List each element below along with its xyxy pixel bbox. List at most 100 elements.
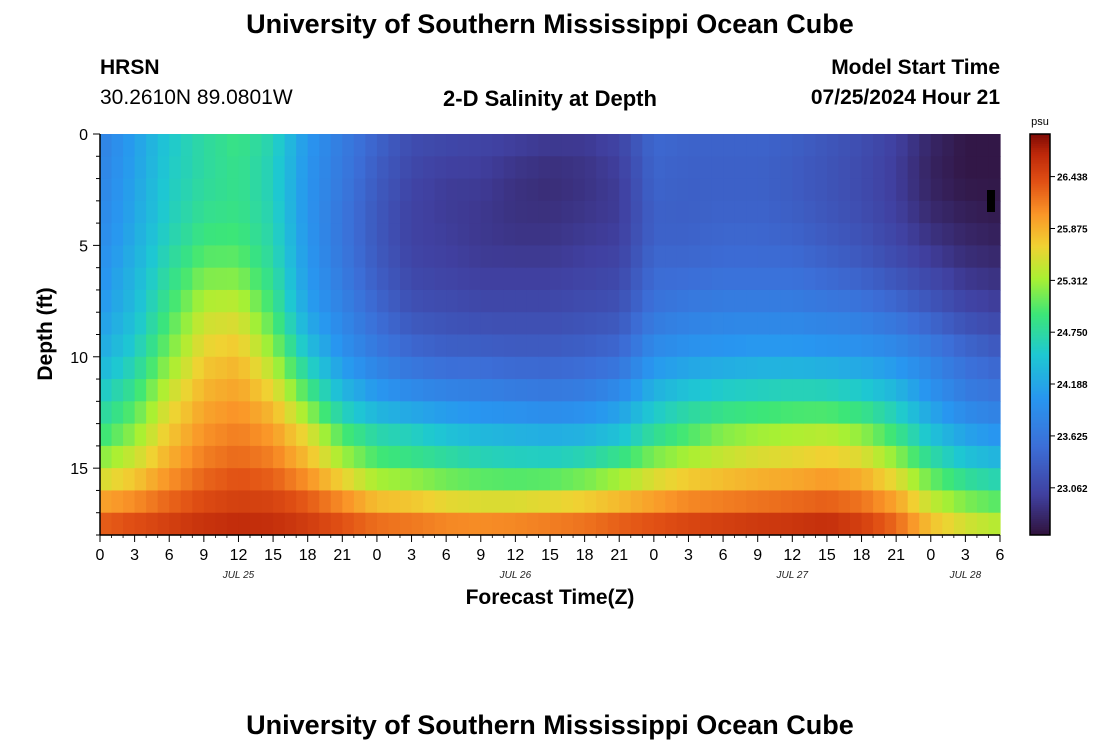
heatmap-cell	[803, 379, 816, 402]
heatmap-cell	[446, 356, 459, 380]
heatmap-cell	[342, 134, 355, 157]
heatmap-cell	[434, 401, 447, 425]
heatmap-cell	[850, 289, 863, 313]
heatmap-cell	[353, 401, 366, 425]
heatmap-cell	[561, 245, 574, 269]
colorbar-segment	[1030, 484, 1050, 488]
heatmap-cell	[653, 178, 666, 202]
colorbar-segment	[1030, 446, 1050, 450]
heatmap-cell	[642, 178, 655, 202]
heatmap-cell	[330, 200, 343, 224]
colorbar-segment	[1030, 330, 1050, 333]
heatmap-cell	[203, 334, 216, 358]
heatmap-cell	[803, 245, 816, 269]
colorbar-segment	[1030, 288, 1050, 291]
heatmap-cell	[826, 134, 840, 157]
heatmap-cell	[434, 490, 447, 514]
heatmap-cell	[284, 289, 297, 313]
heatmap-cell	[700, 423, 713, 447]
colorbar-segment	[1030, 296, 1050, 299]
heatmap-cell	[157, 401, 170, 425]
heatmap-cell	[273, 334, 286, 358]
heatmap-cell	[734, 312, 747, 336]
heatmap-cell	[423, 312, 436, 336]
heatmap-cell	[561, 223, 574, 246]
heatmap-cell	[134, 334, 147, 358]
heatmap-cell	[296, 200, 309, 224]
colorbar-segment	[1030, 466, 1050, 470]
heatmap-cell	[873, 312, 886, 336]
colorbar-segment	[1030, 524, 1050, 528]
heatmap-cell	[896, 423, 909, 447]
heatmap-cell	[296, 356, 309, 380]
colorbar-segment	[1030, 320, 1050, 323]
colorbar-segment	[1030, 480, 1050, 484]
heatmap-cell	[157, 468, 170, 492]
heatmap-cell	[434, 200, 447, 224]
heatmap-cell	[192, 178, 205, 202]
colorbar-segment	[1030, 316, 1050, 319]
heatmap-cell	[250, 445, 263, 469]
heatmap-cell	[953, 445, 966, 469]
heatmap-cell	[365, 512, 378, 536]
heatmap-cell	[953, 156, 966, 180]
heatmap-cell	[838, 200, 851, 224]
heatmap-cell	[711, 356, 724, 380]
heatmap-cell	[457, 512, 470, 536]
heatmap-cell	[584, 401, 597, 425]
heatmap-cell	[400, 178, 413, 202]
heatmap-cell	[815, 445, 828, 469]
heatmap-cell	[930, 512, 943, 536]
heatmap-cell	[942, 401, 955, 425]
heatmap-cell	[907, 445, 920, 469]
colorbar-segment	[1030, 266, 1050, 269]
heatmap-cell	[688, 356, 701, 380]
heatmap-cell	[607, 267, 620, 291]
colorbar-segment	[1030, 488, 1050, 492]
heatmap-cell	[353, 512, 366, 536]
heatmap-cell	[630, 379, 643, 402]
heatmap-cell	[134, 490, 147, 514]
heatmap-cell	[492, 379, 505, 402]
colorbar-segment	[1030, 368, 1050, 372]
heatmap-cell	[515, 289, 528, 313]
heatmap-cell	[342, 379, 355, 402]
colorbar-segment	[1030, 152, 1050, 155]
heatmap-cell	[273, 156, 286, 180]
heatmap-cell	[538, 312, 551, 336]
heatmap-cell	[965, 423, 978, 447]
heatmap-cell	[446, 401, 459, 425]
heatmap-cell	[146, 245, 159, 269]
heatmap-cell	[676, 512, 690, 536]
heatmap-cell	[526, 312, 540, 336]
heatmap-cell	[480, 245, 493, 269]
heatmap-cell	[226, 334, 240, 358]
heatmap-cell	[180, 156, 193, 180]
heatmap-cell	[596, 401, 609, 425]
heatmap-cell	[907, 490, 920, 514]
heatmap-cell	[723, 423, 736, 447]
heatmap-cell	[653, 379, 666, 402]
heatmap-cell	[226, 423, 240, 447]
heatmap-cell	[676, 134, 690, 157]
heatmap-cell	[388, 468, 401, 492]
colorbar-segment	[1030, 366, 1050, 370]
heatmap-cell	[238, 223, 251, 246]
heatmap-cell	[388, 223, 401, 246]
heatmap-cell	[238, 312, 251, 336]
heatmap-cell	[953, 512, 966, 536]
heatmap-cell	[561, 334, 574, 358]
heatmap-cell	[284, 356, 297, 380]
heatmap-cell	[757, 423, 770, 447]
heatmap-cell	[434, 156, 447, 180]
heatmap-cell	[203, 490, 216, 514]
colorbar-segment	[1030, 454, 1050, 458]
heatmap-cell	[480, 512, 493, 536]
heatmap-cell	[353, 245, 366, 269]
heatmap-cell	[250, 512, 263, 536]
heatmap-cell	[953, 178, 966, 202]
x-tick-label: 18	[853, 547, 871, 564]
heatmap-cell	[134, 512, 147, 536]
colorbar-segment	[1030, 508, 1050, 512]
heatmap-cell	[146, 178, 159, 202]
